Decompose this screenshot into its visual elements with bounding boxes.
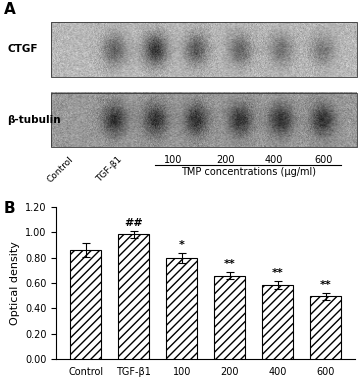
Bar <box>310 296 341 359</box>
Bar <box>214 276 245 359</box>
Text: **: ** <box>224 259 236 269</box>
Y-axis label: Optical density: Optical density <box>9 241 20 325</box>
Text: A: A <box>4 2 15 17</box>
Text: 600: 600 <box>314 155 332 165</box>
Text: 400: 400 <box>265 155 283 165</box>
Text: **: ** <box>272 268 284 278</box>
Bar <box>51 22 357 76</box>
Text: 100: 100 <box>164 155 182 165</box>
Text: TMP concentrations (μg/ml): TMP concentrations (μg/ml) <box>181 167 316 177</box>
Text: TGF-β1: TGF-β1 <box>95 155 124 184</box>
Text: **: ** <box>320 280 332 290</box>
Bar <box>118 234 149 359</box>
Text: Control: Control <box>46 155 75 185</box>
Bar <box>262 285 293 359</box>
Bar <box>51 93 357 147</box>
Bar <box>70 250 101 359</box>
Text: *: * <box>179 240 185 250</box>
Text: CTGF: CTGF <box>7 44 38 54</box>
Text: β-tubulin: β-tubulin <box>7 115 61 125</box>
Text: 200: 200 <box>216 155 234 165</box>
Bar <box>166 258 197 359</box>
Text: ##: ## <box>124 218 143 228</box>
Text: B: B <box>4 201 15 216</box>
